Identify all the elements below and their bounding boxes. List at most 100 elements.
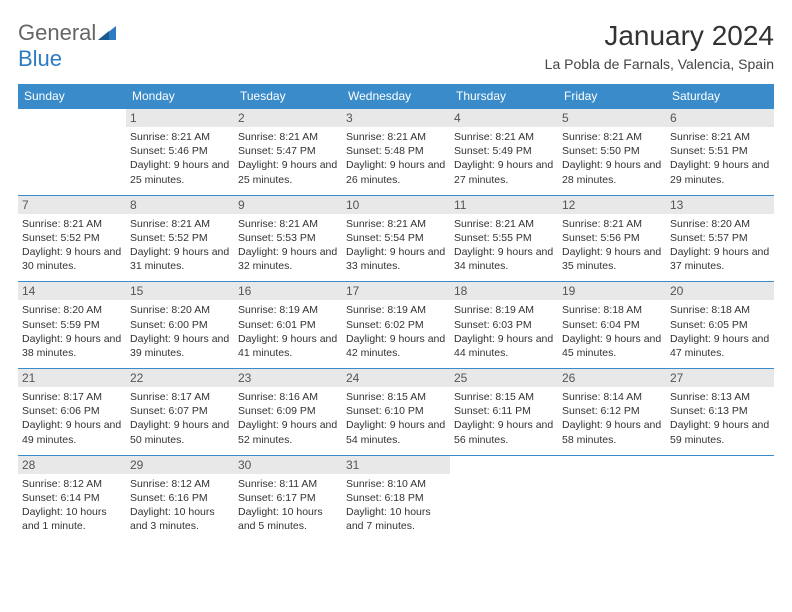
daylight-text: Daylight: 9 hours and 26 minutes. xyxy=(346,158,446,186)
sunrise-text: Sunrise: 8:19 AM xyxy=(346,303,446,317)
calendar-row: 14Sunrise: 8:20 AMSunset: 5:59 PMDayligh… xyxy=(18,282,774,369)
day-number: 18 xyxy=(450,282,558,300)
daylight-text: Daylight: 9 hours and 49 minutes. xyxy=(22,418,122,446)
calendar-cell: 21Sunrise: 8:17 AMSunset: 6:06 PMDayligh… xyxy=(18,369,126,456)
sunrise-text: Sunrise: 8:21 AM xyxy=(346,130,446,144)
calendar-cell: 13Sunrise: 8:20 AMSunset: 5:57 PMDayligh… xyxy=(666,195,774,282)
day-number: 16 xyxy=(234,282,342,300)
logo-part1: General xyxy=(18,20,96,45)
sunrise-text: Sunrise: 8:19 AM xyxy=(454,303,554,317)
day-number: 11 xyxy=(450,196,558,214)
day-number: 5 xyxy=(558,109,666,127)
calendar-cell: 24 Sunrise: 8:15 AMSunset: 6:10 PMDayligh… xyxy=(342,369,450,456)
day-details: Sunrise: 8:10 AMSunset: 6:18 PMDaylight:… xyxy=(346,477,446,534)
day-details: Sunrise: 8:21 AMSunset: 5:46 PMDaylight:… xyxy=(130,130,230,187)
sunset-text: Sunset: 5:59 PM xyxy=(22,318,122,332)
sunrise-text: Sunrise: 8:15 AM xyxy=(454,390,554,404)
day-header: Tuesday xyxy=(234,84,342,109)
daylight-text: Daylight: 9 hours and 37 minutes. xyxy=(670,245,770,273)
day-details: Sunrise: 8:13 AMSunset: 6:13 PMDaylight:… xyxy=(670,390,770,447)
calendar-cell: 20Sunrise: 8:18 AMSunset: 6:05 PMDayligh… xyxy=(666,282,774,369)
calendar-cell: 28Sunrise: 8:12 AMSunset: 6:14 PMDayligh… xyxy=(18,455,126,541)
daylight-text: Daylight: 9 hours and 56 minutes. xyxy=(454,418,554,446)
day-details: Sunrise: 8:21 AMSunset: 5:50 PMDaylight:… xyxy=(562,130,662,187)
day-number: 23 xyxy=(234,369,342,387)
day-number: 15 xyxy=(126,282,234,300)
calendar-cell xyxy=(450,455,558,541)
calendar-cell: 29Sunrise: 8:12 AMSunset: 6:16 PMDayligh… xyxy=(126,455,234,541)
sunset-text: Sunset: 6:07 PM xyxy=(130,404,230,418)
sunrise-text: Sunrise: 8:21 AM xyxy=(562,130,662,144)
sunset-text: Sunset: 5:56 PM xyxy=(562,231,662,245)
day-details: Sunrise: 8:21 AMSunset: 5:53 PMDaylight:… xyxy=(238,217,338,274)
day-details: Sunrise: 8:19 AMSunset: 6:02 PMDaylight:… xyxy=(346,303,446,360)
calendar-cell: 3 Sunrise: 8:21 AMSunset: 5:48 PMDaylight… xyxy=(342,109,450,196)
calendar-row: 21Sunrise: 8:17 AMSunset: 6:06 PMDayligh… xyxy=(18,369,774,456)
day-details: Sunrise: 8:19 AMSunset: 6:01 PMDaylight:… xyxy=(238,303,338,360)
sunset-text: Sunset: 5:52 PM xyxy=(22,231,122,245)
daylight-text: Daylight: 9 hours and 28 minutes. xyxy=(562,158,662,186)
logo: GeneralBlue xyxy=(18,20,116,72)
day-details: Sunrise: 8:18 AMSunset: 6:05 PMDaylight:… xyxy=(670,303,770,360)
calendar-cell xyxy=(18,109,126,196)
sunset-text: Sunset: 5:51 PM xyxy=(670,144,770,158)
sunset-text: Sunset: 6:16 PM xyxy=(130,491,230,505)
sunset-text: Sunset: 5:54 PM xyxy=(346,231,446,245)
calendar-row: 7Sunrise: 8:21 AMSunset: 5:52 PMDaylight… xyxy=(18,195,774,282)
calendar-cell: 15 Sunrise: 8:20 AMSunset: 6:00 PMDayligh… xyxy=(126,282,234,369)
sunrise-text: Sunrise: 8:21 AM xyxy=(130,130,230,144)
day-details: Sunrise: 8:21 AMSunset: 5:51 PMDaylight:… xyxy=(670,130,770,187)
daylight-text: Daylight: 9 hours and 45 minutes. xyxy=(562,332,662,360)
sunrise-text: Sunrise: 8:17 AM xyxy=(130,390,230,404)
day-details: Sunrise: 8:21 AMSunset: 5:48 PMDaylight:… xyxy=(346,130,446,187)
sunrise-text: Sunrise: 8:17 AM xyxy=(22,390,122,404)
sunset-text: Sunset: 6:14 PM xyxy=(22,491,122,505)
sunset-text: Sunset: 6:10 PM xyxy=(346,404,446,418)
daylight-text: Daylight: 9 hours and 41 minutes. xyxy=(238,332,338,360)
sunset-text: Sunset: 5:46 PM xyxy=(130,144,230,158)
day-details: Sunrise: 8:16 AMSunset: 6:09 PMDaylight:… xyxy=(238,390,338,447)
day-details: Sunrise: 8:15 AMSunset: 6:10 PMDaylight:… xyxy=(346,390,446,447)
calendar-cell: 14Sunrise: 8:20 AMSunset: 5:59 PMDayligh… xyxy=(18,282,126,369)
day-number: 7 xyxy=(18,196,126,214)
sunset-text: Sunset: 6:06 PM xyxy=(22,404,122,418)
day-number: 1 xyxy=(126,109,234,127)
sunset-text: Sunset: 6:01 PM xyxy=(238,318,338,332)
sunrise-text: Sunrise: 8:21 AM xyxy=(238,217,338,231)
calendar-cell: 27Sunrise: 8:13 AMSunset: 6:13 PMDayligh… xyxy=(666,369,774,456)
calendar-cell: 26Sunrise: 8:14 AMSunset: 6:12 PMDayligh… xyxy=(558,369,666,456)
logo-part2: Blue xyxy=(18,46,62,71)
day-number: 30 xyxy=(234,456,342,474)
day-number: 22 xyxy=(126,369,234,387)
calendar-cell: 1 Sunrise: 8:21 AMSunset: 5:46 PMDaylight… xyxy=(126,109,234,196)
day-header: Friday xyxy=(558,84,666,109)
day-header: Wednesday xyxy=(342,84,450,109)
sunset-text: Sunset: 5:57 PM xyxy=(670,231,770,245)
sunrise-text: Sunrise: 8:13 AM xyxy=(670,390,770,404)
sunrise-text: Sunrise: 8:21 AM xyxy=(22,217,122,231)
sunrise-text: Sunrise: 8:12 AM xyxy=(22,477,122,491)
calendar-cell: 23 Sunrise: 8:16 AMSunset: 6:09 PMDayligh… xyxy=(234,369,342,456)
calendar-cell: 22Sunrise: 8:17 AMSunset: 6:07 PMDayligh… xyxy=(126,369,234,456)
calendar-cell: 18Sunrise: 8:19 AMSunset: 6:03 PMDayligh… xyxy=(450,282,558,369)
day-number: 3 xyxy=(342,109,450,127)
day-number: 24 xyxy=(342,369,450,387)
daylight-text: Daylight: 10 hours and 5 minutes. xyxy=(238,505,338,533)
day-number: 13 xyxy=(666,196,774,214)
day-header: Monday xyxy=(126,84,234,109)
calendar-cell: 16 Sunrise: 8:19 AMSunset: 6:01 PMDayligh… xyxy=(234,282,342,369)
daylight-text: Daylight: 9 hours and 25 minutes. xyxy=(238,158,338,186)
daylight-text: Daylight: 9 hours and 58 minutes. xyxy=(562,418,662,446)
daylight-text: Daylight: 9 hours and 34 minutes. xyxy=(454,245,554,273)
logo-text: GeneralBlue xyxy=(18,20,116,72)
sunrise-text: Sunrise: 8:21 AM xyxy=(130,217,230,231)
daylight-text: Daylight: 9 hours and 27 minutes. xyxy=(454,158,554,186)
day-details: Sunrise: 8:20 AMSunset: 6:00 PMDaylight:… xyxy=(130,303,230,360)
day-number: 17 xyxy=(342,282,450,300)
calendar-cell: 11Sunrise: 8:21 AMSunset: 5:55 PMDayligh… xyxy=(450,195,558,282)
calendar-table: Sunday Monday Tuesday Wednesday Thursday… xyxy=(18,84,774,541)
day-details: Sunrise: 8:12 AMSunset: 6:16 PMDaylight:… xyxy=(130,477,230,534)
sunset-text: Sunset: 5:53 PM xyxy=(238,231,338,245)
calendar-head: Sunday Monday Tuesday Wednesday Thursday… xyxy=(18,84,774,109)
day-number: 4 xyxy=(450,109,558,127)
